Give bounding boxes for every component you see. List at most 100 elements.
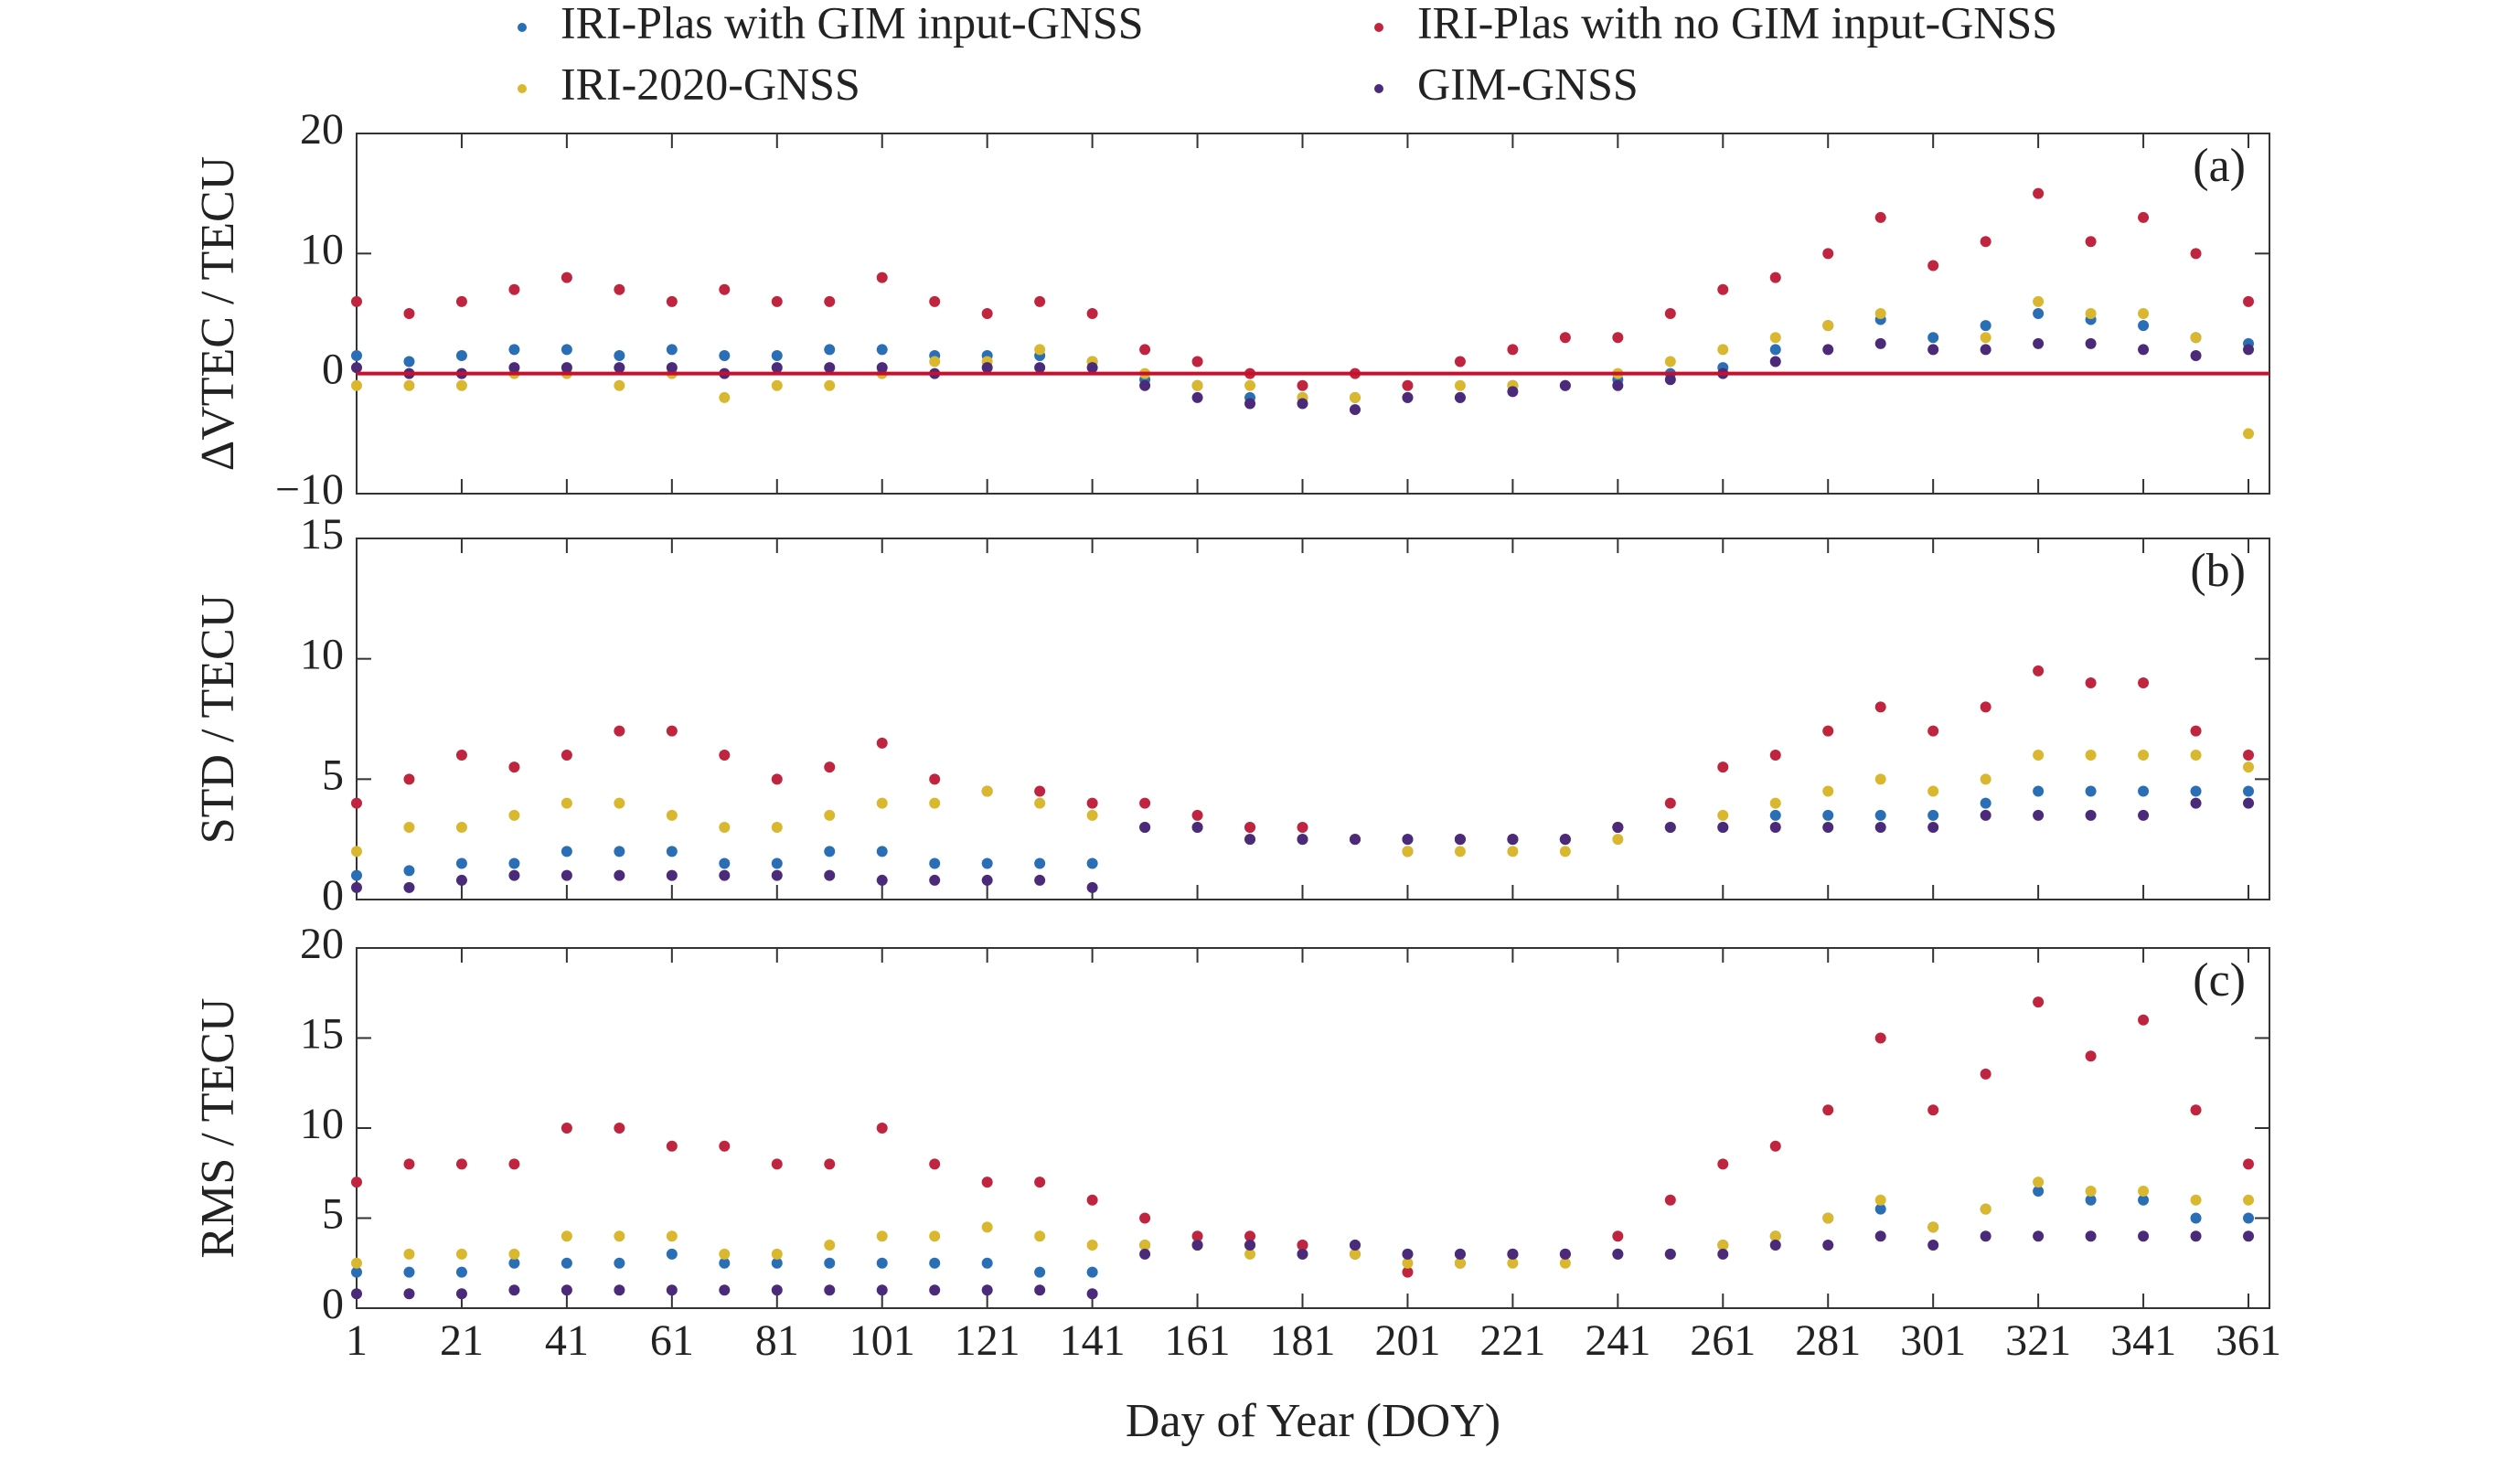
data-point [666,846,678,857]
data-point [1980,773,1991,785]
data-point [1507,834,1519,846]
y-tick-label: −10 [275,465,344,514]
data-point [2033,1185,2045,1197]
x-tick-label: 241 [1585,1316,1650,1365]
data-point [771,295,783,307]
data-point [929,1158,941,1170]
data-point [1612,822,1624,833]
data-point [1822,785,1834,797]
data-point [403,773,415,785]
data-point [1822,344,1834,356]
data-point [351,846,362,857]
data-point [561,1230,572,1242]
data-point [1927,809,1939,821]
data-point [1297,379,1308,391]
x-tick-label: 181 [1270,1316,1336,1365]
data-point [1139,344,1151,356]
data-point [771,379,783,391]
panel-label: (a) [2193,140,2246,192]
data-point [403,1266,415,1278]
data-point [614,362,625,374]
x-tick-label: 281 [1795,1316,1861,1365]
data-point [614,725,625,737]
data-point [1927,1240,1939,1251]
data-point [1086,362,1098,374]
data-point [929,1284,941,1296]
data-point [1980,332,1991,344]
data-point [666,1230,678,1242]
data-point [719,391,731,403]
data-point [1297,822,1308,833]
x-tick-label: 101 [849,1316,915,1365]
data-point [824,295,836,307]
data-point [1402,391,1414,403]
data-point [981,1221,993,1233]
data-point [2085,677,2097,688]
data-point [1191,822,1203,833]
data-point [403,822,415,833]
data-point [1874,308,1886,319]
data-point [1349,391,1361,403]
data-point [2243,797,2255,809]
data-point [1244,822,1256,833]
data-point [403,379,415,391]
data-point [666,869,678,881]
data-point [1874,1230,1886,1242]
data-point [1297,834,1308,846]
y-tick-label: 10 [300,225,344,273]
data-point [1507,1257,1519,1269]
data-point [1139,1212,1151,1224]
y-tick-label: 20 [300,105,344,154]
x-tick-label: 21 [440,1316,484,1365]
data-point [455,857,467,869]
data-point [876,797,888,809]
data-point [2033,996,2045,1008]
data-point [1034,362,1046,374]
data-point [1874,773,1886,785]
y-tick-label: 10 [300,631,344,679]
data-point [981,362,993,374]
data-point [561,797,572,809]
data-point [2033,750,2045,761]
data-point [1664,374,1676,386]
data-point [1349,1240,1361,1251]
data-point [455,349,467,361]
data-point [1664,1248,1676,1260]
data-point [824,1158,836,1170]
plot-frame [356,947,2270,1309]
data-point [719,857,731,869]
data-point [1927,332,1939,344]
data-point [1297,1240,1308,1251]
data-point [1822,1104,1834,1116]
data-point [1507,386,1519,398]
data-point [1822,1212,1834,1224]
data-point [824,846,836,857]
data-point [1086,809,1098,821]
y-axis-label: RMS / TECU [192,997,244,1258]
x-tick-label: 361 [2216,1316,2281,1365]
data-point [1612,834,1624,846]
data-point [1034,1284,1046,1296]
data-point [1874,1194,1886,1206]
data-point [876,272,888,283]
data-point [1822,248,1834,260]
data-point [614,1123,625,1134]
y-tick-label: 0 [322,346,344,394]
data-point [1769,272,1781,283]
data-point [614,1284,625,1296]
legend-marker [1374,84,1383,93]
data-point [2138,1230,2150,1242]
data-point [929,295,941,307]
data-point [1402,834,1414,846]
panel-label: (b) [2190,545,2246,597]
data-point [2033,295,2045,307]
data-point [1297,398,1308,410]
data-point [1454,1248,1466,1260]
data-point [1191,356,1203,367]
data-point [771,773,783,785]
data-point [1874,1032,1886,1044]
data-point [2190,1230,2202,1242]
data-point [1244,834,1256,846]
data-point [1769,1230,1781,1242]
data-point [929,1230,941,1242]
